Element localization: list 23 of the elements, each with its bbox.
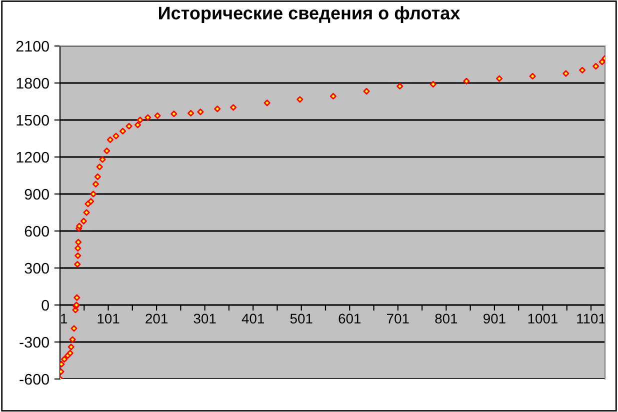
y-tick-label: 1800 <box>16 78 49 89</box>
y-tick-label: 1500 <box>16 114 49 126</box>
x-tick-label: 401 <box>242 314 264 324</box>
x-tick-label: 501 <box>290 314 312 324</box>
y-tick-label: 2100 <box>16 40 49 52</box>
y-tick-label: -600 <box>20 374 49 385</box>
x-tick-label: 1 <box>61 314 68 324</box>
y-tick-label: 0 <box>42 300 49 311</box>
y-tick-label: 1200 <box>16 152 49 163</box>
x-tick-label: 1101 <box>577 314 606 324</box>
x-tick-label: 101 <box>98 314 120 324</box>
x-tick-label: 201 <box>146 314 168 324</box>
y-tick-label: 600 <box>24 226 49 237</box>
x-tick-label: 301 <box>194 314 216 324</box>
y-tick-label: 300 <box>24 262 49 274</box>
x-tick-label: 701 <box>387 314 409 324</box>
y-tick-label: -300 <box>20 336 49 348</box>
chart-title: Исторические сведения о флотах <box>159 6 460 24</box>
y-tick-label: 900 <box>24 188 49 200</box>
x-tick-label: 901 <box>484 314 506 324</box>
x-tick-label: 801 <box>435 314 458 324</box>
x-tick-label: 601 <box>338 314 361 324</box>
x-tick-label: 1001 <box>528 314 558 324</box>
